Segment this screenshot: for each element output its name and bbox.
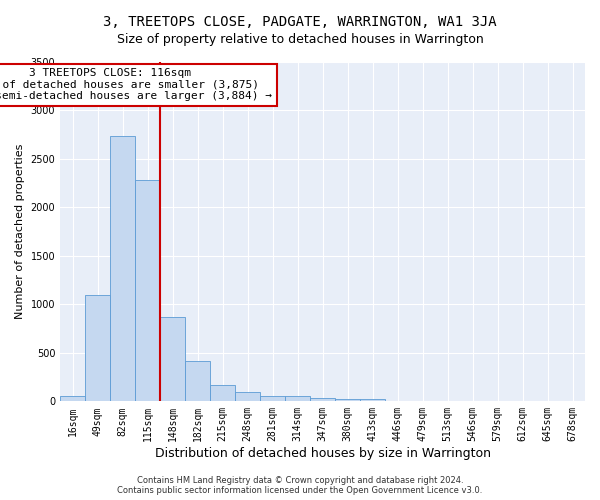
Y-axis label: Number of detached properties: Number of detached properties — [15, 144, 25, 319]
Bar — [335, 399, 360, 402]
Bar — [85, 294, 110, 402]
Bar — [210, 385, 235, 402]
Bar — [135, 180, 160, 402]
Bar — [60, 396, 85, 402]
Bar — [185, 361, 210, 402]
Bar — [160, 317, 185, 402]
Bar — [285, 396, 310, 402]
Bar — [260, 396, 285, 402]
Text: Contains HM Land Registry data © Crown copyright and database right 2024.
Contai: Contains HM Land Registry data © Crown c… — [118, 476, 482, 495]
X-axis label: Distribution of detached houses by size in Warrington: Distribution of detached houses by size … — [155, 447, 491, 460]
Bar — [235, 392, 260, 402]
Text: 3 TREETOPS CLOSE: 116sqm
← 49% of detached houses are smaller (3,875)
50% of sem: 3 TREETOPS CLOSE: 116sqm ← 49% of detach… — [0, 68, 272, 102]
Text: Size of property relative to detached houses in Warrington: Size of property relative to detached ho… — [116, 32, 484, 46]
Bar — [360, 400, 385, 402]
Bar — [110, 136, 135, 402]
Text: 3, TREETOPS CLOSE, PADGATE, WARRINGTON, WA1 3JA: 3, TREETOPS CLOSE, PADGATE, WARRINGTON, … — [103, 15, 497, 29]
Bar — [310, 398, 335, 402]
